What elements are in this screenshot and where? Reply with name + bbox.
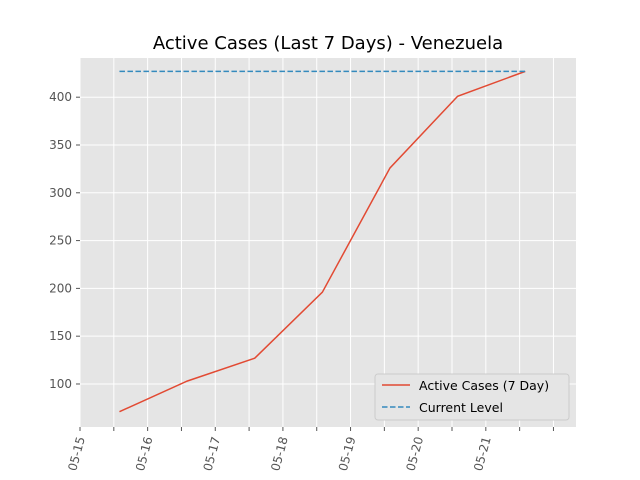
y-tick-label: 200 xyxy=(49,281,72,295)
legend: Active Cases (7 Day) Current Level xyxy=(374,373,570,421)
y-tick-label: 250 xyxy=(49,234,72,248)
y-tick-label: 300 xyxy=(49,186,72,200)
x-tick-label: 05-19 xyxy=(336,435,359,472)
legend-label-series-2: Current Level xyxy=(419,400,503,415)
series-line-1 xyxy=(119,70,526,413)
x-tick-label: 05-17 xyxy=(201,435,224,472)
x-tick-label: 05-18 xyxy=(268,435,291,472)
x-tick-label: 05-15 xyxy=(65,435,88,472)
legend-box xyxy=(374,373,570,421)
x-tick-label: 05-21 xyxy=(471,435,494,472)
x-tick-label: 05-20 xyxy=(404,435,427,472)
series-layer xyxy=(119,70,526,413)
grid xyxy=(79,58,576,427)
y-tick-label: 350 xyxy=(49,138,72,152)
legend-label-series-1: Active Cases (7 Day) xyxy=(419,378,549,393)
chart-title: Active Cases (Last 7 Days) - Venezuela xyxy=(153,33,503,54)
y-tick-label: 150 xyxy=(49,329,72,343)
y-tick-label: 100 xyxy=(49,377,72,391)
x-tick-label: 05-16 xyxy=(133,435,156,472)
y-tick-label: 400 xyxy=(49,90,72,104)
plot-background xyxy=(80,58,576,427)
